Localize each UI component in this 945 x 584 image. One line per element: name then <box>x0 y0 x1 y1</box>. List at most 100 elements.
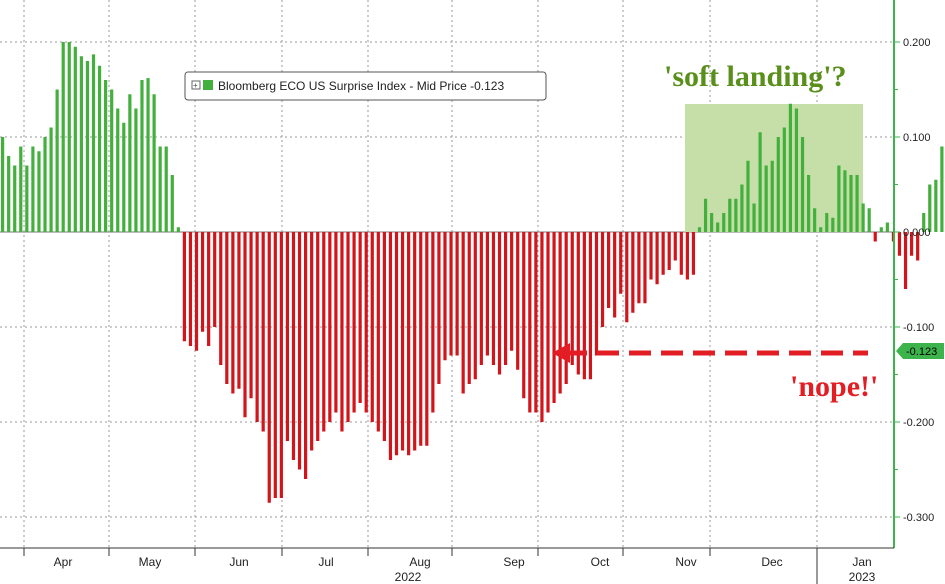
bar <box>152 94 156 232</box>
bar <box>43 137 47 232</box>
bar <box>867 208 871 232</box>
bar <box>85 61 90 232</box>
y-tick-label: -0.100 <box>903 322 934 334</box>
bar <box>91 54 96 232</box>
bar <box>352 232 356 413</box>
bar <box>503 232 508 365</box>
bar <box>79 56 83 232</box>
bar <box>722 213 726 232</box>
bar <box>213 232 217 327</box>
bar <box>140 80 144 232</box>
bar <box>304 232 308 479</box>
bar <box>267 232 271 503</box>
bar <box>310 232 314 451</box>
bar <box>631 232 635 313</box>
bar <box>873 232 877 242</box>
bar <box>443 232 447 361</box>
bar <box>170 175 174 232</box>
bar <box>425 232 429 446</box>
bar <box>576 232 580 375</box>
bar <box>116 108 120 232</box>
bar <box>1 137 5 232</box>
bar <box>158 146 162 232</box>
bar <box>461 232 465 394</box>
bar <box>182 232 186 342</box>
bar <box>25 165 29 232</box>
bar <box>528 232 532 413</box>
bar <box>455 232 459 356</box>
bar <box>49 127 53 232</box>
bar <box>897 232 902 256</box>
bar <box>128 94 132 232</box>
bar <box>831 217 835 232</box>
bar <box>219 232 223 365</box>
bar <box>522 232 526 399</box>
bar <box>916 232 920 261</box>
bar <box>394 232 399 456</box>
bar <box>922 213 926 232</box>
bar <box>903 232 908 289</box>
bar <box>655 232 659 285</box>
legend-label: Bloomberg ECO US Surprise Index - Mid Pr… <box>218 79 467 93</box>
svg-text:+: + <box>193 81 198 90</box>
bar <box>710 213 714 232</box>
bar <box>134 108 138 232</box>
bar <box>667 232 671 270</box>
bar <box>800 137 805 232</box>
bar <box>885 222 889 232</box>
legend-value: -0.123 <box>470 79 504 93</box>
bar <box>600 232 605 327</box>
bar <box>273 232 277 498</box>
x-tick-label: Jul <box>318 555 333 569</box>
bar <box>237 232 241 389</box>
bar <box>758 132 762 232</box>
bar <box>261 232 265 432</box>
bar <box>825 213 829 232</box>
bar <box>782 127 786 232</box>
bar <box>176 227 180 232</box>
bar <box>122 122 126 232</box>
bar <box>558 232 562 394</box>
bar <box>382 232 386 441</box>
bar <box>188 232 193 346</box>
svg-text:Bloomberg ECO US Surprise Inde: Bloomberg ECO US Surprise Index - Mid Pr… <box>218 79 504 93</box>
bar <box>819 227 823 232</box>
bar <box>673 232 677 261</box>
bar <box>643 232 647 304</box>
bar <box>255 232 259 422</box>
bar <box>649 232 653 280</box>
bar <box>728 198 732 232</box>
bar <box>346 232 350 422</box>
bar <box>734 198 738 232</box>
y-tick-label: 0.200 <box>903 37 931 49</box>
bar <box>291 232 296 460</box>
bar <box>806 175 811 232</box>
bar <box>770 160 774 232</box>
y-tick-label: 0.000 <box>903 227 931 239</box>
bar <box>413 232 417 451</box>
bar <box>764 165 768 232</box>
bar <box>570 232 574 365</box>
data-bars <box>1 42 944 503</box>
nope-arrow <box>552 343 868 363</box>
bar <box>419 232 423 446</box>
x-tick-label: Oct <box>591 555 610 569</box>
bar <box>855 175 859 232</box>
y-tick-label: -0.300 <box>903 512 934 524</box>
bar <box>552 232 556 403</box>
bar <box>19 146 23 232</box>
bar <box>279 232 283 498</box>
bar <box>316 232 320 441</box>
last-value-tag: -0.123 <box>896 343 944 359</box>
bar <box>249 232 253 399</box>
bar <box>752 203 756 232</box>
bar <box>407 232 411 456</box>
bar <box>7 156 11 232</box>
bar <box>243 232 247 418</box>
bar <box>607 232 611 308</box>
bar <box>564 232 568 384</box>
bar <box>55 89 59 232</box>
bar <box>376 232 380 432</box>
bar <box>746 160 750 232</box>
